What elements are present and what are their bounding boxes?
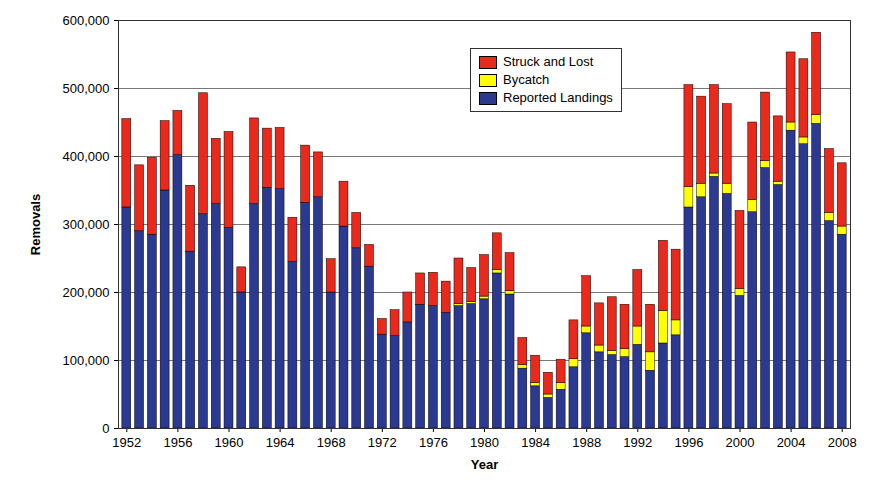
- svg-text:100,000: 100,000: [63, 353, 110, 368]
- svg-text:400,000: 400,000: [63, 149, 110, 164]
- svg-text:1984: 1984: [521, 435, 550, 450]
- html-text:Struck and Lost: Struck and Lost: [503, 54, 594, 69]
- svg-text:1956: 1956: [163, 435, 192, 450]
- svg-text:1972: 1972: [368, 435, 397, 450]
- svg-text:1980: 1980: [470, 435, 499, 450]
- svg-text:1996: 1996: [674, 435, 703, 450]
- svg-text:500,000: 500,000: [63, 81, 110, 96]
- svg-text:Year: Year: [471, 457, 498, 472]
- svg-text:0: 0: [102, 421, 109, 436]
- svg-text:1952: 1952: [112, 435, 141, 450]
- svg-text:200,000: 200,000: [63, 285, 110, 300]
- svg-text:1988: 1988: [572, 435, 601, 450]
- svg-text:2000: 2000: [726, 435, 755, 450]
- svg-text:1964: 1964: [266, 435, 295, 450]
- svg-text:300,000: 300,000: [63, 217, 110, 232]
- svg-text:Removals: Removals: [28, 194, 43, 255]
- svg-text:1976: 1976: [419, 435, 448, 450]
- html-text:Bycatch: Bycatch: [503, 72, 550, 87]
- svg-text:1960: 1960: [215, 435, 244, 450]
- svg-text:600,000: 600,000: [63, 13, 110, 28]
- svg-text:2004: 2004: [777, 435, 806, 450]
- svg-text:1968: 1968: [317, 435, 346, 450]
- html-text:Reported Landings: Reported Landings: [503, 90, 613, 105]
- svg-text:1992: 1992: [623, 435, 652, 450]
- svg-text:2008: 2008: [828, 435, 857, 450]
